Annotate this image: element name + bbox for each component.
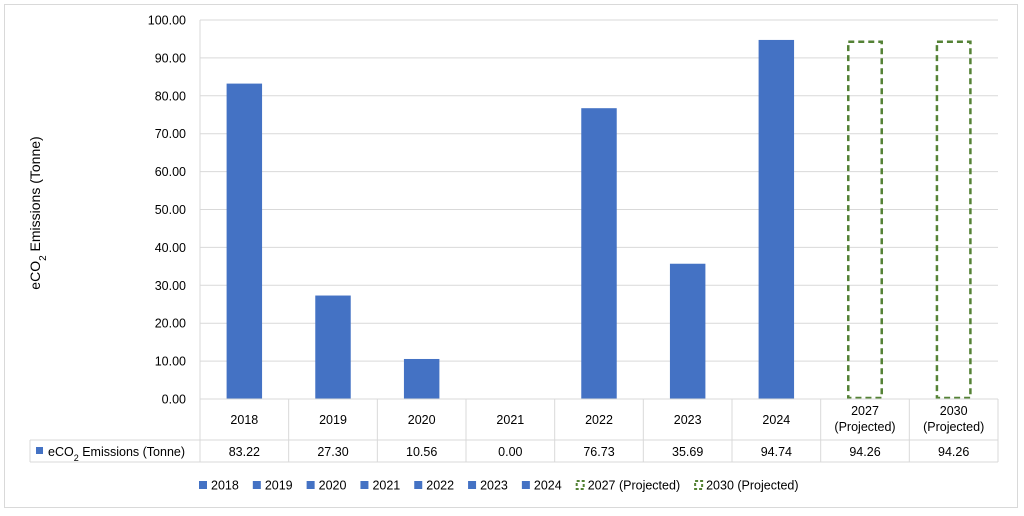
table-value-cell: 83.22: [229, 445, 260, 459]
legend-label: 2018: [211, 479, 239, 493]
bar-projected-2030: [935, 40, 972, 400]
legend-label: 2024: [534, 479, 562, 493]
legend-key-projected: [575, 480, 585, 490]
bar-2022: [581, 108, 617, 399]
y-tick-label: 10.00: [155, 355, 186, 369]
table-value-cell: 94.74: [761, 445, 792, 459]
bar-2018: [226, 83, 263, 400]
x-category-sublabel: (Projected): [834, 420, 895, 434]
table-value-cell: 10.56: [406, 445, 437, 459]
bar-2019: [315, 295, 351, 399]
x-category-label: 2020: [408, 413, 436, 427]
legend-label: 2023: [480, 479, 508, 493]
y-tick-label: 70.00: [155, 127, 186, 141]
legend-label: 2030 (Projected): [706, 479, 798, 493]
table-value-cell: 35.69: [672, 445, 703, 459]
x-category-label: 2024: [762, 413, 790, 427]
legend-key: [468, 481, 477, 489]
legend-label: 2021: [372, 479, 400, 493]
legend-label: 2019: [265, 479, 293, 493]
y-tick-label: 90.00: [155, 51, 186, 65]
bars: [226, 39, 972, 400]
y-axis-ticks: 0.00 10.00 20.00 30.00 40.00 50.00 60.00 70.00 8…: [148, 14, 186, 407]
x-category-label: 2019: [319, 413, 347, 427]
y-tick-label: 20.00: [155, 317, 186, 331]
bar-projected-2027: [847, 40, 883, 400]
legend-label: 2020: [319, 479, 347, 493]
legend-label: 2022: [426, 479, 454, 493]
legend-label: 2027 (Projected): [588, 479, 680, 493]
y-tick-label: 60.00: [155, 165, 186, 179]
x-category-label: 2022: [585, 413, 613, 427]
x-category-label: 2021: [496, 413, 524, 427]
y-tick-label: 80.00: [155, 89, 186, 103]
table-value-cell: 27.30: [317, 445, 348, 459]
legend-key: [252, 481, 261, 489]
x-category-label: 2027: [851, 404, 879, 418]
table-value-cell: 94.26: [938, 445, 969, 459]
y-tick-label: 0.00: [162, 393, 186, 407]
table-series-label: eCO2 Emissions (Tonne): [48, 445, 185, 463]
x-category-label: 2018: [230, 413, 258, 427]
legend-key: [199, 481, 207, 489]
x-category-label: 2030: [940, 404, 968, 418]
y-tick-label: 30.00: [155, 279, 186, 293]
y-tick-label: 50.00: [155, 203, 186, 217]
bar-2024: [758, 39, 795, 400]
x-category-label: 2023: [674, 413, 702, 427]
data-table: 2018 83.22 2019 27.30 2020 10.56 2021 0.00 2022 7…: [29, 20, 999, 463]
legend-key: [414, 481, 423, 489]
table-value-cell: 76.73: [583, 445, 614, 459]
legend-key: [521, 481, 530, 489]
legend-key: [360, 481, 369, 489]
legend-key-projected: [694, 480, 704, 490]
legend-key: [306, 481, 315, 489]
x-category-sublabel: (Projected): [923, 420, 984, 434]
legend: 2018 2019 2020 2021 2022 2023 2024 2027 (Projec…: [199, 479, 799, 493]
y-tick-label: 100.00: [148, 14, 186, 28]
table-value-cell: 0.00: [498, 445, 522, 459]
bar-2020: [403, 358, 440, 399]
table-value-cell: 94.26: [849, 445, 880, 459]
y-axis-title: eCO2 Emissions (Tonne): [27, 136, 49, 289]
bar-2023: [669, 263, 706, 399]
table-series-key: [36, 447, 43, 454]
y-tick-label: 40.00: [155, 241, 186, 255]
